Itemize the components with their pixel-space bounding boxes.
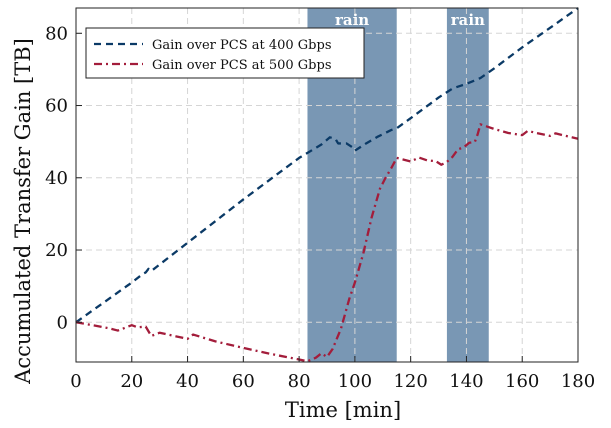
y-tick-label-0: 0 xyxy=(57,312,68,333)
data-series xyxy=(75,7,579,363)
x-tick-label-4: 80 xyxy=(288,371,311,392)
legend-box xyxy=(85,27,365,79)
y-tick-label-4: 80 xyxy=(45,23,68,44)
x-tick-label-7: 140 xyxy=(449,371,483,392)
y-tick-label-1: 20 xyxy=(45,240,68,261)
rain-band-2 xyxy=(446,8,489,362)
rain-label-1: rain xyxy=(335,11,369,29)
y-tick-label-2: 40 xyxy=(45,168,68,189)
x-tick-label-8: 160 xyxy=(505,371,539,392)
x-tick-label-6: 120 xyxy=(393,371,427,392)
x-tick-label-0: 0 xyxy=(70,371,81,392)
axes: 0 20 40 60 80 100 120 140 160 180 0 20 40 60 80 xyxy=(45,7,595,392)
legend-label-2: Gain over PCS at 500 Gbps xyxy=(152,58,332,73)
plot-frame xyxy=(75,7,579,363)
y-tick-label-3: 60 xyxy=(45,96,68,117)
legend-label-1: Gain over PCS at 400 Gbps xyxy=(152,38,332,53)
legend: Gain over PCS at 400 Gbps Gain over PCS a… xyxy=(85,27,365,79)
x-tick-label-5: 100 xyxy=(338,371,372,392)
series-line-1 xyxy=(75,7,579,324)
x-tick-label-3: 60 xyxy=(232,371,255,392)
x-axis-title: Time [min] xyxy=(285,398,401,422)
y-axis-title: Accumulated Transfer Gain [TB] xyxy=(11,38,35,385)
x-tick-label-9: 180 xyxy=(561,371,595,392)
rain-label-2: rain xyxy=(451,11,485,29)
series-line-2 xyxy=(75,123,579,363)
x-tick-label-2: 40 xyxy=(176,371,199,392)
x-tick-label-1: 20 xyxy=(120,371,143,392)
